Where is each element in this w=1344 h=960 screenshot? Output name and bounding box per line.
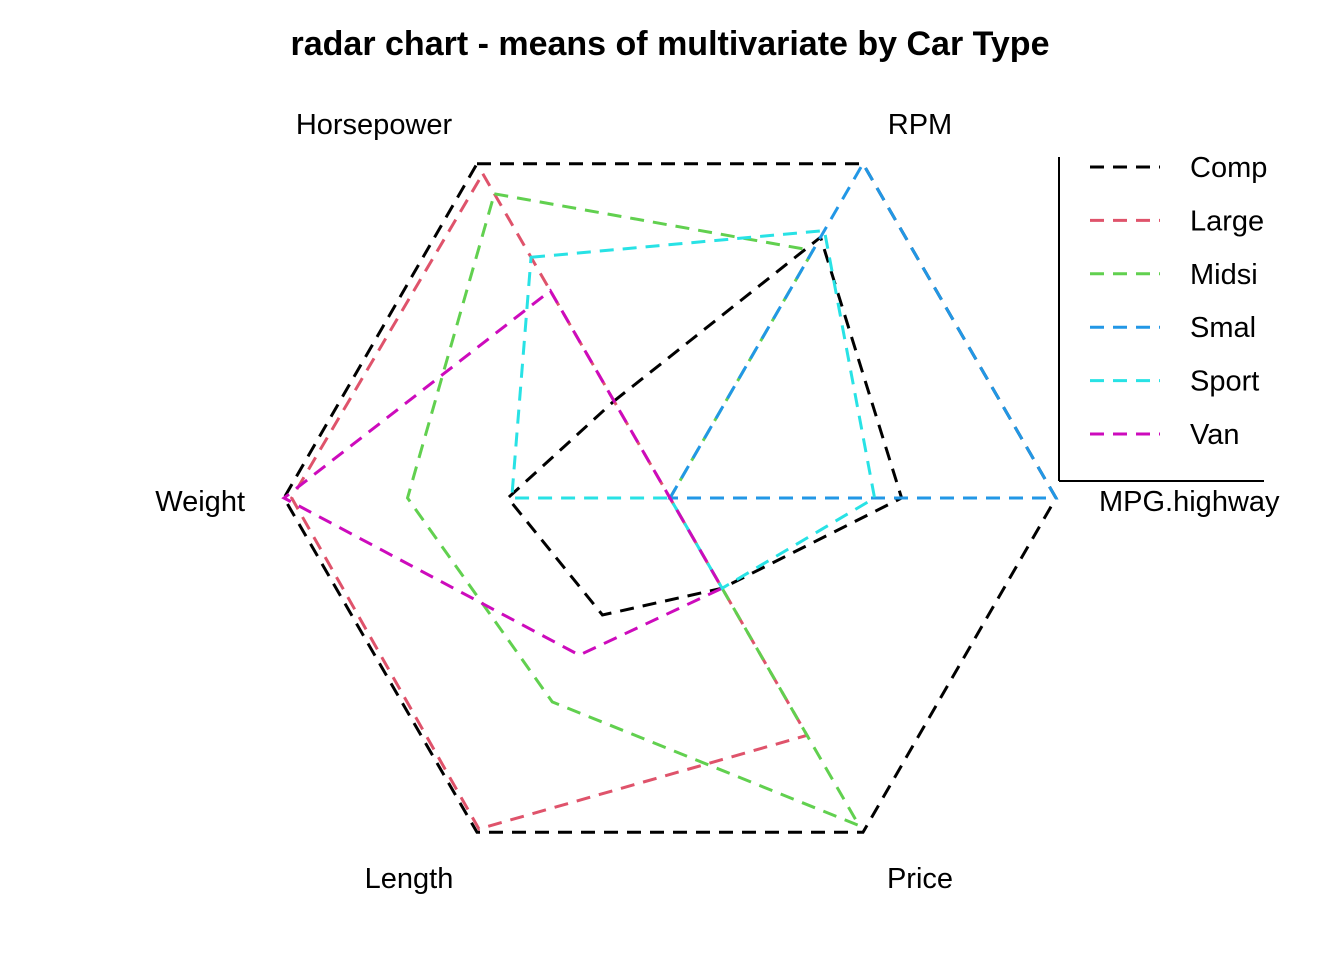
axis-label-length: Length xyxy=(365,863,454,895)
series-large-polygon xyxy=(289,170,810,831)
legend-label-small: Smal xyxy=(1190,312,1256,344)
radar-series-group xyxy=(281,160,1059,831)
legend-label-sporty: Sport xyxy=(1190,366,1259,398)
series-sporty-polygon xyxy=(510,228,877,591)
chart-title: radar chart - means of multivariate by C… xyxy=(291,25,1050,63)
axis-label-horsepower: Horsepower xyxy=(296,109,453,141)
legend-label-compact: Comp xyxy=(1190,152,1267,184)
series-van-polygon xyxy=(281,288,725,657)
axis-label-price: Price xyxy=(887,863,953,895)
axis-labels: Horsepower RPM MPG.highway Price Length Weigh… xyxy=(155,109,1280,895)
radar-grid xyxy=(282,162,1058,834)
series-small-polygon xyxy=(667,160,1059,500)
legend: Comp Large Midsi Smal Sport Van xyxy=(1058,152,1267,482)
grid-hexagon xyxy=(282,162,1058,834)
axis-label-weight: Weight xyxy=(155,486,245,518)
legend-label-midsize: Midsi xyxy=(1190,259,1258,291)
legend-label-large: Large xyxy=(1190,205,1264,237)
legend-label-van: Van xyxy=(1190,419,1239,451)
axis-label-rpm: RPM xyxy=(888,109,952,141)
axis-label-mpg-highway: MPG.highway xyxy=(1099,486,1280,518)
